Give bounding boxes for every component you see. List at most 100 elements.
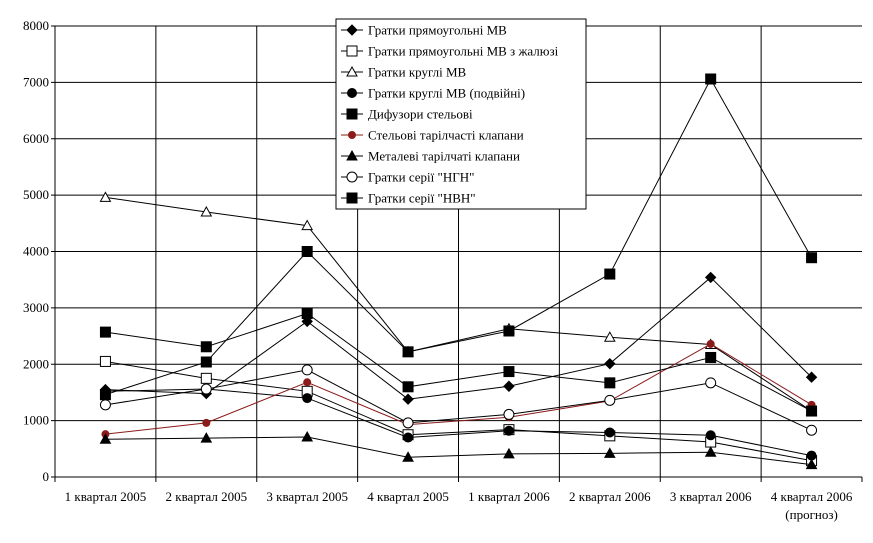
data-point-triangle [99,433,112,444]
data-point-circle [705,430,716,441]
data-point-circle [347,88,357,98]
data-point-circle [403,432,414,443]
data-point-triangle [704,446,717,457]
data-point-diamond [704,271,717,284]
legend-label: Гратки круглі МВ (подвійні) [368,86,525,101]
data-point-square [99,326,111,338]
legend-label: Гратки круглі МВ [368,65,467,80]
data-point-triangle [603,447,616,458]
data-point-triangle [200,206,213,217]
x-tick-label: 4 квартал 2005 [367,489,449,504]
data-point-circle [706,339,715,348]
data-point-square [806,252,818,264]
series-8 [99,364,818,436]
series-line [105,196,812,412]
legend-item: Гратки круглі МВ [341,65,467,80]
data-point-square [604,377,616,389]
data-point-diamond [805,371,818,383]
series-9 [99,308,818,417]
data-point-circle [202,418,211,427]
y-tick-label: 1000 [23,413,49,428]
x-tick-label: 3 квартал 2005 [266,489,348,504]
legend-item: Гратки серії "НГН" [341,170,474,185]
series-group [99,73,818,470]
data-point-circle [604,427,615,438]
series-5 [99,73,818,401]
data-point-square [346,45,358,57]
data-point-diamond [346,24,358,36]
y-tick-label: 7000 [23,74,49,89]
legend-item: Гратки серії "НВН" [341,191,476,206]
x-tick-label: (прогноз) [785,507,838,522]
series-line [105,77,812,396]
legend: Гратки прямоугольні МВ Гратки прямоугольн… [335,18,587,210]
legend-item: Гратки прямоугольні МВ [341,23,507,38]
x-tick-label: 2 квартал 2006 [569,489,651,504]
legend-box [335,18,587,210]
data-point-triangle [346,65,358,77]
x-tick-label: 1 квартал 2005 [65,489,147,504]
data-point-circle [301,364,313,376]
data-point-triangle [503,447,515,459]
series-7 [99,430,818,470]
legend-label: Дифузори стельові [368,107,473,122]
data-point-circle [604,394,616,406]
series-line [105,312,812,412]
data-point-triangle [99,191,112,202]
data-point-circle [348,131,356,139]
y-tick-label: 6000 [23,131,49,146]
data-point-circle [346,171,358,183]
axes: 0 1000 2000 3000 4000 5000 6000 7000 8000 1 кварт… [23,18,863,522]
data-point-circle [200,383,212,395]
data-point-square [99,389,111,401]
data-point-square [99,355,111,367]
data-point-square [503,366,515,378]
legend-label: Стельові тарілчасті клапани [368,128,524,143]
data-point-square [604,268,616,280]
legend-label: Гратки прямоугольні МВ [368,23,507,38]
series-line [105,343,812,435]
data-point-circle [302,393,313,404]
data-point-square [705,73,717,85]
x-tick-label: 3 квартал 2006 [670,489,752,504]
data-point-square [301,246,313,257]
legend-label: Гратки серії "НВН" [368,191,476,206]
x-tick-label: 4 квартал 2006 [771,489,853,504]
y-tick-label: 0 [43,469,50,484]
y-tick-label: 5000 [23,187,49,202]
legend-label: Гратки прямоугольні МВ з жалюзі [368,44,559,59]
x-tick-label: 2 квартал 2005 [166,489,248,504]
legend-label: Гратки серії "НГН" [368,170,474,185]
series-line [105,276,812,400]
data-point-triangle [200,432,213,443]
data-point-circle [806,424,818,436]
data-point-square [200,372,212,384]
data-point-triangle [603,331,616,342]
legend-item: Стельові тарілчасті клапани [341,128,524,143]
legend-item: Металеві тарілчаті клапани [341,149,520,164]
data-point-circle [402,417,414,429]
data-point-square [346,108,358,120]
data-point-square [503,325,515,337]
data-point-square [301,308,313,320]
data-point-square [402,381,414,393]
legend-item: Дифузори стельові [341,107,473,122]
y-tick-label: 4000 [23,244,49,259]
data-point-diamond [402,393,414,405]
data-point-triangle [402,451,414,462]
data-point-square [346,192,358,204]
series-line [105,360,812,462]
data-point-square [200,356,212,368]
data-point-square [806,405,818,417]
y-tick-label: 8000 [23,18,49,33]
data-point-diamond [503,380,515,392]
x-tick-label: 1 квартал 2006 [468,489,550,504]
data-point-circle [99,399,111,411]
legend-item: Гратки прямоугольні МВ з жалюзі [341,44,559,59]
data-point-circle [503,408,515,420]
legend-item: Гратки круглі МВ (подвійні) [341,86,525,101]
legend-label: Металеві тарілчаті клапани [368,149,520,164]
y-tick-label: 3000 [23,300,49,315]
data-point-circle [503,425,514,436]
data-point-circle [705,377,717,389]
